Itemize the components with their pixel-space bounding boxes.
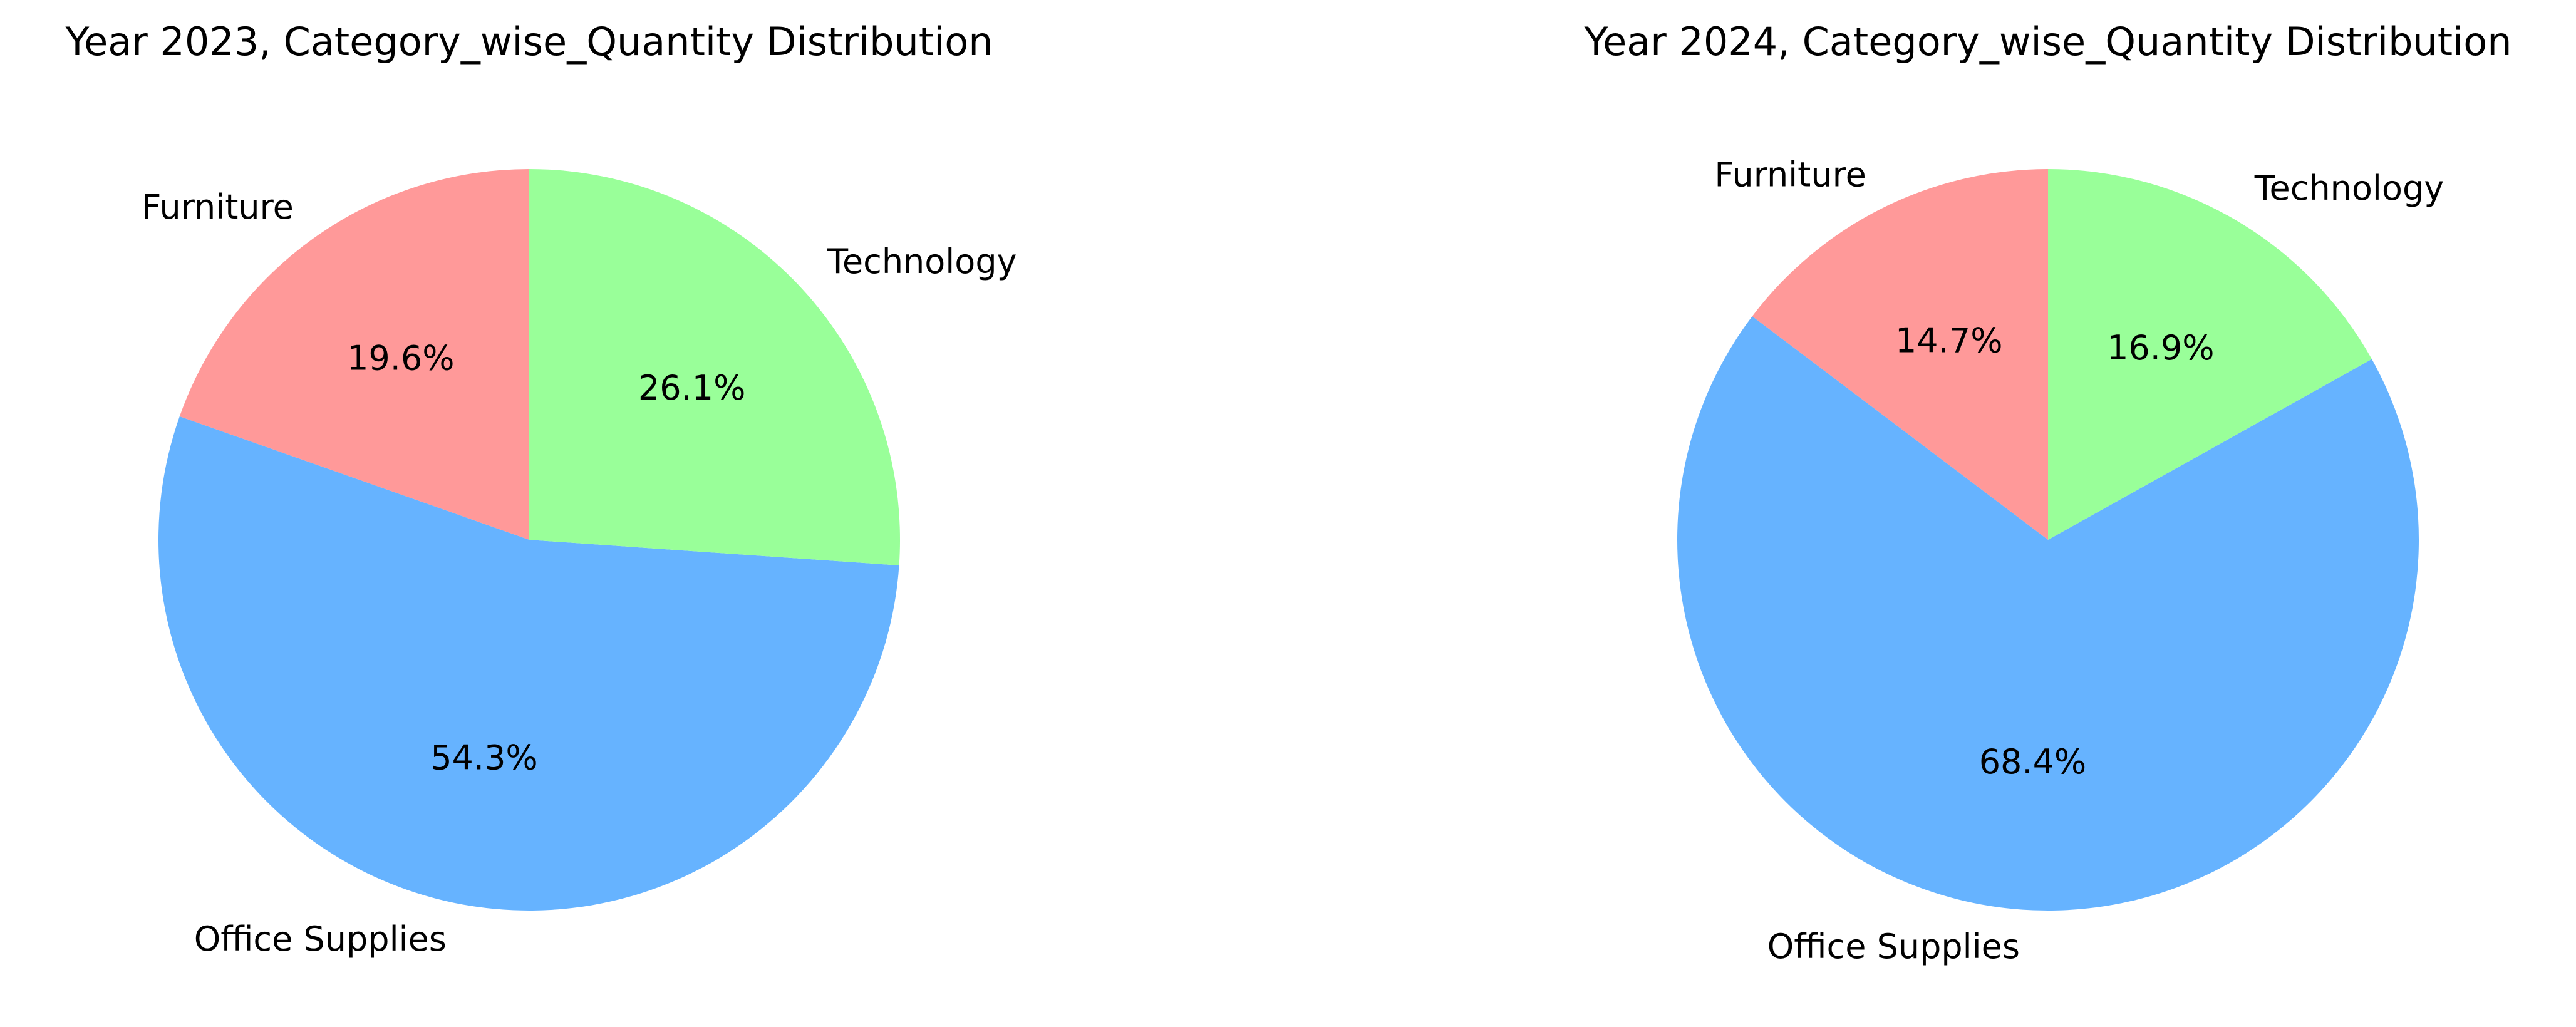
percent-label-technology-2024: 16.9%: [2107, 328, 2215, 368]
pie-slice-furniture-2023: [179, 169, 529, 540]
percent-label-furniture-2023: 19.6%: [347, 339, 455, 378]
slice-label-furniture-2024: Furniture: [1714, 155, 1866, 195]
pie-slice-technology-2023: [529, 169, 900, 565]
percent-label-technology-2023: 26.1%: [638, 368, 746, 408]
percent-label-office-supplies-2023: 54.3%: [430, 738, 538, 777]
pie-chart-2024: Year 2024, Category_wise_Quantity Distri…: [1583, 19, 2511, 966]
slice-label-technology-2023: Technology: [827, 242, 1016, 281]
pie-chart-2023: Year 2023, Category_wise_Quantity Distri…: [65, 19, 1016, 959]
chart-title-2023: Year 2023, Category_wise_Quantity Distri…: [65, 19, 993, 65]
pie-slice-furniture-2024: [1752, 169, 2048, 540]
pie-slice-technology-2024: [2048, 169, 2372, 540]
percent-label-furniture-2024: 14.7%: [1895, 321, 2003, 361]
pie-slice-office-supplies-2023: [158, 416, 899, 911]
percent-label-office-supplies-2024: 68.4%: [1979, 742, 2087, 782]
slice-label-office-supplies-2023: Office Supplies: [194, 919, 447, 959]
slice-label-furniture-2023: Furniture: [142, 187, 293, 227]
slice-label-office-supplies-2024: Office Supplies: [1767, 927, 2020, 966]
pie-slice-office-supplies-2024: [1677, 316, 2419, 911]
slice-label-technology-2024: Technology: [2254, 168, 2444, 208]
chart-title-2024: Year 2024, Category_wise_Quantity Distri…: [1583, 19, 2511, 65]
